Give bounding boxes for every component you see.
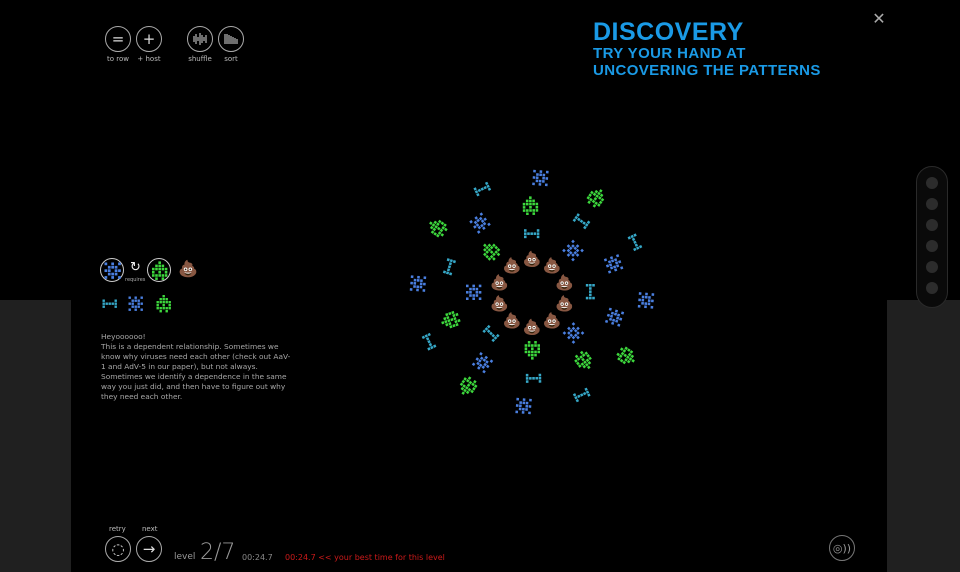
- blob-virus-icon[interactable]: [515, 397, 532, 415]
- sound-button[interactable]: ◎)): [829, 535, 855, 561]
- next-label: next: [142, 525, 158, 533]
- message-body: This is a dependent relationship. Someti…: [101, 342, 291, 401]
- blob-virus-icon[interactable]: [469, 212, 491, 234]
- best-time: 00:24.7 << your best time for this level: [285, 553, 445, 562]
- add-host-button[interactable]: + + host: [136, 26, 162, 63]
- arrow-right-icon: →: [142, 540, 156, 558]
- level-label: level: [174, 552, 196, 562]
- requires-arrow-icon: ↻: [130, 260, 141, 275]
- rail-dot[interactable]: [926, 177, 938, 189]
- right-panel-bg: [887, 300, 960, 572]
- message-text: Heyoooooo! This is a dependent relations…: [101, 332, 291, 402]
- invader-virus-icon[interactable]: [456, 375, 479, 399]
- to-row-button[interactable]: = to row: [105, 26, 131, 63]
- virus-legend: [102, 295, 171, 313]
- title-sub-2: UNCOVERING THE PATTERNS: [593, 62, 821, 79]
- poop-icon[interactable]: 💩: [555, 295, 574, 313]
- bone-virus-icon[interactable]: [525, 373, 542, 383]
- title-sub-1: TRY YOUR HAND AT: [593, 45, 746, 62]
- bars-icon: [218, 26, 244, 52]
- poop-icon[interactable]: 💩: [490, 295, 509, 313]
- title-block: DISCOVERY TRY YOUR HAND AT UNCOVERING TH…: [593, 18, 821, 80]
- invader-virus-icon[interactable]: [425, 216, 449, 239]
- rail-dot[interactable]: [926, 198, 938, 210]
- invader-virus-icon[interactable]: [524, 341, 540, 360]
- bone-virus-icon[interactable]: [627, 233, 643, 252]
- poop-icon[interactable]: 💩: [503, 312, 522, 330]
- poop-icon[interactable]: 💩: [555, 273, 574, 291]
- timer: 00:24.7: [242, 553, 273, 562]
- rail-dot[interactable]: [926, 282, 938, 294]
- poop-icon[interactable]: 💩: [490, 273, 509, 291]
- blob-virus-icon[interactable]: [532, 169, 549, 187]
- left-panel-bg: [0, 300, 71, 572]
- bone-virus-icon[interactable]: [524, 229, 540, 239]
- level-value: 2/7: [200, 540, 236, 565]
- retry-icon: ◌: [111, 540, 125, 558]
- invader-virus-icon[interactable]: [522, 196, 539, 216]
- bone-virus-icon[interactable]: [102, 299, 117, 308]
- shuffle-label: shuffle: [188, 55, 212, 63]
- blob-virus-icon[interactable]: [604, 307, 625, 327]
- rule-virus-a: [100, 258, 124, 282]
- bone-virus-icon[interactable]: [572, 387, 591, 403]
- blob-virus-icon[interactable]: [562, 239, 584, 262]
- invader-virus-icon[interactable]: [439, 310, 462, 331]
- rail-dot[interactable]: [926, 240, 938, 252]
- blob-virus-icon[interactable]: [466, 284, 482, 300]
- to-row-label: to row: [107, 55, 129, 63]
- blob-virus-icon[interactable]: [128, 296, 143, 311]
- sort-button[interactable]: sort: [218, 26, 244, 63]
- bone-virus-icon[interactable]: [473, 181, 492, 197]
- blob-virus-icon[interactable]: [104, 262, 121, 279]
- equals-icon: =: [105, 26, 131, 52]
- invader-virus-icon[interactable]: [479, 239, 503, 263]
- message-greeting: Heyoooooo!: [101, 332, 146, 341]
- bone-virus-icon[interactable]: [585, 284, 595, 300]
- sort-label: sort: [224, 55, 238, 63]
- bone-virus-icon[interactable]: [421, 332, 437, 351]
- close-icon[interactable]: ✕: [872, 9, 886, 28]
- blob-virus-icon[interactable]: [637, 292, 655, 309]
- sound-icon: ◎)): [832, 541, 852, 555]
- shuffle-button[interactable]: shuffle: [187, 26, 213, 63]
- invader-virus-icon[interactable]: [585, 185, 608, 209]
- rule-virus-b: [147, 258, 171, 282]
- bone-virus-icon[interactable]: [572, 213, 591, 230]
- plus-icon: +: [136, 26, 162, 52]
- blob-virus-icon[interactable]: [409, 275, 427, 292]
- invader-virus-icon[interactable]: [572, 349, 595, 373]
- bone-virus-icon[interactable]: [482, 324, 500, 343]
- level-rail: [916, 166, 948, 308]
- blob-virus-icon[interactable]: [603, 254, 624, 274]
- poop-icon[interactable]: 💩: [543, 256, 562, 274]
- invader-virus-icon[interactable]: [615, 345, 639, 368]
- poop-icon: 💩: [178, 259, 198, 278]
- title-main: DISCOVERY: [593, 18, 744, 46]
- rail-dot[interactable]: [926, 219, 938, 231]
- poop-icon[interactable]: 💩: [523, 318, 542, 336]
- poop-icon[interactable]: 💩: [503, 256, 522, 274]
- poop-icon[interactable]: 💩: [523, 250, 542, 268]
- retry-label: retry: [109, 525, 126, 533]
- next-button[interactable]: →: [136, 536, 162, 562]
- bone-virus-icon[interactable]: [442, 258, 456, 276]
- invader-virus-icon[interactable]: [156, 295, 171, 313]
- blob-virus-icon[interactable]: [471, 352, 494, 374]
- poop-icon[interactable]: 💩: [543, 312, 562, 330]
- retry-button[interactable]: ◌: [105, 536, 131, 562]
- rail-dot[interactable]: [926, 261, 938, 273]
- waveform-icon: [187, 26, 213, 52]
- requires-label: requires: [125, 277, 146, 283]
- invader-virus-icon[interactable]: [152, 261, 168, 280]
- add-host-label: + host: [137, 55, 161, 63]
- blob-virus-icon[interactable]: [562, 322, 585, 344]
